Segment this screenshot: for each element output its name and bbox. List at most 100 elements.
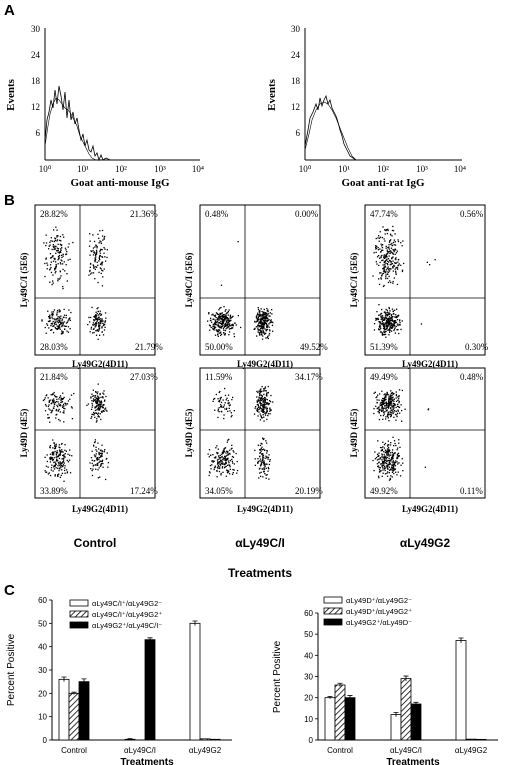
scatter-event-dot	[389, 403, 391, 405]
scatter-event-dot	[225, 459, 227, 462]
scatter-event-dot	[212, 454, 214, 456]
scatter-event-dot	[224, 394, 227, 397]
scatter-event-dot	[261, 443, 263, 445]
scatter-event-dot	[391, 242, 393, 245]
scatter-event-dot	[62, 332, 64, 334]
scatter-event-dot	[389, 313, 391, 315]
scatter-event-dot	[46, 454, 48, 456]
scatter-event-dot	[378, 328, 380, 330]
scatter-event-dot	[55, 463, 57, 465]
scatter-event-dot	[94, 399, 97, 401]
scatter-event-dot	[257, 444, 259, 446]
scatter-event-dot	[265, 322, 268, 325]
scatter-event-dot	[388, 463, 390, 466]
scatter-event-dot	[51, 458, 54, 460]
scatter-event-dot	[260, 316, 262, 318]
scatter-event-dot	[214, 314, 217, 316]
scatter-event-dot	[391, 394, 393, 396]
scatter-event-dot	[58, 418, 60, 421]
scatter-event-dot	[379, 404, 381, 406]
scatter-event-dot	[103, 390, 105, 392]
scatter-event-dot	[58, 403, 60, 405]
scatter-event-dot	[262, 468, 264, 470]
scatter-event-dot	[104, 407, 107, 409]
scatter-event-dot	[381, 320, 383, 323]
scatter-event-dot	[62, 322, 64, 324]
scatter-event-dot	[393, 322, 395, 324]
hist2-xtick-1: 10¹	[338, 164, 350, 174]
scatter-event-dot	[101, 453, 103, 455]
scatter-event-dot	[383, 254, 386, 256]
error-bar	[347, 695, 353, 700]
scatter-event-dot	[259, 394, 261, 396]
scatter-event-dot	[256, 319, 258, 321]
scatter-event-dot	[92, 234, 94, 236]
scatter-event-dot	[55, 443, 57, 445]
scatter-event-dot	[385, 308, 387, 311]
scatter-event-dot	[377, 475, 380, 477]
scatter-event-dot	[51, 457, 53, 459]
scatter-event-dot	[382, 469, 384, 471]
scatter-event-dot	[396, 457, 398, 460]
scatter-event-dot	[381, 454, 383, 456]
scatter-event-dot	[399, 475, 402, 477]
scatter-event-dot	[59, 420, 61, 422]
scatter-event-dot	[383, 322, 385, 324]
scatter-event-dot	[52, 332, 55, 334]
scatter-event-dot	[388, 448, 390, 451]
scatter-event-dot	[391, 318, 393, 320]
scatter-event-dot	[392, 405, 394, 408]
scatter-event-dot	[58, 398, 60, 400]
scatter-event-dot	[257, 308, 260, 311]
scatter-event-dot	[100, 410, 103, 413]
scatter-event-dot	[383, 468, 386, 470]
scatter-event-dot	[95, 468, 97, 470]
scatter-event-dot	[397, 240, 400, 243]
scatter-event-dot	[392, 225, 394, 228]
scatter-event-dot	[58, 257, 60, 259]
scatter-event-dot	[382, 402, 384, 404]
scatter-event-dot	[395, 252, 398, 254]
scatter-event-dot	[384, 473, 387, 475]
scatter-event-dot	[382, 267, 384, 270]
scatter-event-dot	[58, 408, 60, 411]
scatter-event-dot	[259, 452, 261, 454]
scatter-event-dot	[94, 246, 96, 248]
scatter-event-dot	[222, 450, 224, 452]
scatter-event-dot	[54, 444, 56, 446]
scatter-event-dot	[388, 246, 390, 248]
scatter-event-dot	[224, 408, 226, 410]
scatter-event-dot	[263, 318, 265, 320]
scatter-event-dot	[379, 248, 381, 250]
scatter-event-dot	[227, 450, 229, 453]
scatter-event-dot	[59, 452, 61, 454]
scatter-event-dot	[381, 449, 384, 451]
hist1-trace-2	[44, 97, 200, 161]
scatter-event-dot	[50, 257, 52, 259]
scatter-event-dot	[45, 257, 47, 259]
bar-1-0	[68, 692, 80, 741]
scatter-event-dot	[225, 462, 227, 464]
scatter-event-dot	[99, 258, 101, 261]
hist2-ytick-30: 30	[291, 24, 301, 34]
scatter6-ylabel: Ly49D (4E5)	[349, 409, 359, 458]
scatter-event-dot	[89, 331, 91, 333]
scatter-event-dot	[221, 315, 223, 317]
scatter-event-dot	[389, 310, 391, 312]
hist2-ytick-12: 12	[291, 102, 300, 112]
scatter-event-dot	[395, 410, 397, 412]
scatter-event-dot	[269, 460, 271, 462]
scatter-event-dot	[51, 311, 53, 313]
scatter-event-dot	[258, 408, 261, 410]
scatter-event-dot	[390, 317, 392, 319]
scatter-event-dot	[43, 398, 46, 401]
scatter-event-dot	[55, 263, 57, 266]
scatter-event-dot	[391, 458, 393, 460]
scatter-event-dot	[260, 334, 262, 336]
scatter-event-dot	[380, 409, 382, 411]
scatter-event-dot	[216, 476, 218, 478]
scatter-event-dot	[271, 313, 273, 315]
scatter-event-dot	[374, 391, 376, 393]
scatter-event-dot	[389, 259, 391, 262]
scatter-event-dot	[62, 406, 64, 408]
